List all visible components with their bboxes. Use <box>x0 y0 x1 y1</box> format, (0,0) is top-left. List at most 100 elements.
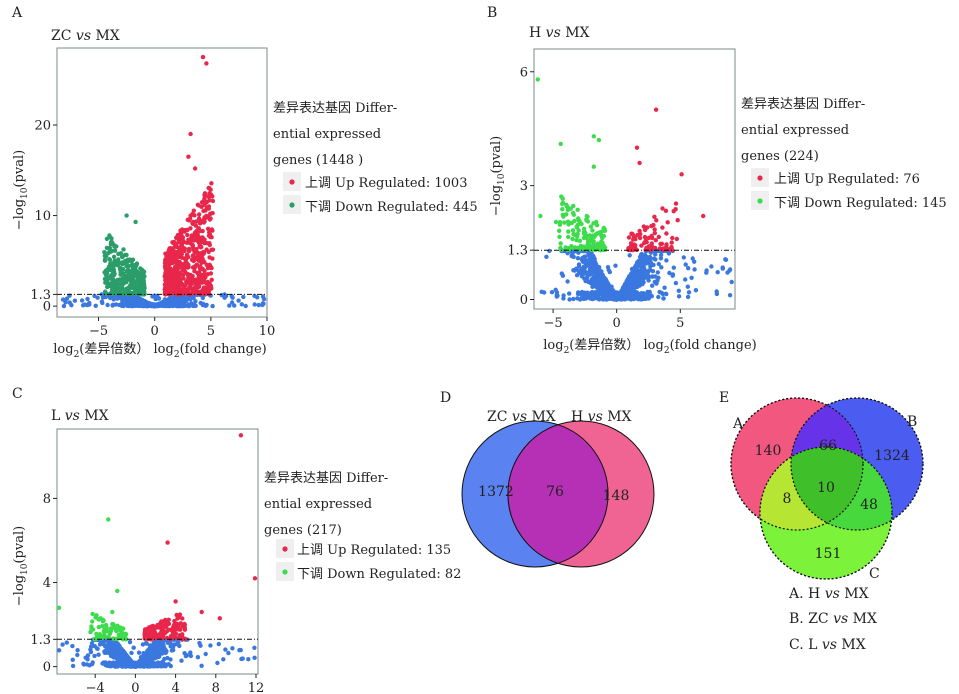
legend-b-title-2: ential expressed <box>741 123 849 138</box>
panel-b-point-ns <box>651 256 657 261</box>
panel-b-point-ns <box>561 293 566 298</box>
panel-a-point-ns <box>256 302 261 308</box>
panel-a-point-up <box>196 216 202 221</box>
panel-a-point-up <box>190 265 196 270</box>
panel-a-point-up <box>185 265 190 270</box>
panel-a-point-ns <box>174 301 179 306</box>
panel-a-point-ns <box>142 303 147 308</box>
panel-a-point-ns <box>140 300 145 305</box>
panel-b-point-ns <box>647 268 652 273</box>
panel-b-point-ns <box>653 252 658 257</box>
plot-area-a <box>56 47 268 318</box>
panel-a-point-ns <box>120 298 125 304</box>
panel-a-point-up <box>185 217 190 222</box>
points-b <box>535 77 734 302</box>
panel-c-title: L vs MX <box>51 408 109 424</box>
panel-b-point-down <box>591 164 596 169</box>
panel-a-point-ns <box>169 303 174 308</box>
panel-a-point-down <box>120 276 126 281</box>
panel-a-point-down <box>139 287 145 293</box>
panel-b-point-up <box>644 245 649 250</box>
panel-b-point-ns <box>580 296 585 301</box>
panel-a-point-down <box>123 291 128 296</box>
panel-a-point-down <box>121 247 126 252</box>
panel-b-point-ns <box>659 290 664 295</box>
panel-b-point-up <box>637 228 642 234</box>
panel-b-point-ns <box>639 269 644 275</box>
panel-a-point-up <box>175 250 181 255</box>
panel-a-point-ns <box>241 294 246 300</box>
panel-a-point-up <box>206 185 211 191</box>
panel-b-point-down <box>571 231 576 237</box>
panel-a-point-up <box>191 247 196 252</box>
panel-a-point-up <box>188 241 193 246</box>
panel-b-point-down <box>577 238 583 243</box>
panel-a-point-down <box>134 261 140 266</box>
panel-b-point-up <box>665 220 670 225</box>
panel-a-point-up <box>207 232 213 237</box>
panel-b-point-down <box>565 219 571 224</box>
panel-b-point-ns <box>579 292 584 297</box>
panel-a-point-down <box>128 258 133 263</box>
panel-b-point-ns <box>714 289 719 294</box>
panel-a-point-ns <box>120 303 126 309</box>
panel-a-point-ns <box>229 300 235 305</box>
panel-b-point-ns <box>729 279 734 285</box>
panel-b-point-ns <box>587 280 593 285</box>
panel-a-point-ns <box>93 303 98 308</box>
panel-b-point-down <box>560 207 565 212</box>
panel-a-point-up <box>207 255 212 260</box>
panel-a-point-ns <box>198 300 203 306</box>
panel-b-point-up <box>649 233 654 239</box>
panel-b-point-ns <box>685 284 690 289</box>
panel-b-ytick-label: 0 <box>520 293 528 308</box>
panel-b-point-ns <box>616 295 621 301</box>
panel-a-point-up <box>202 215 207 220</box>
legend-b-key-up <box>757 175 763 181</box>
panel-b-point-up <box>634 145 640 150</box>
panel-a-point-up <box>194 232 200 237</box>
panel-b-point-down <box>565 247 571 252</box>
legend-b: 差异表达基因 Differ- ential expressed genes (2… <box>741 97 947 211</box>
panel-b-point-ns <box>637 281 642 286</box>
panel-a-point-up <box>185 271 190 277</box>
panel-b-point-ns <box>590 284 595 289</box>
panel-a-point-up <box>201 285 207 290</box>
panel-a-point-down <box>140 272 145 277</box>
panel-b-point-down <box>584 233 590 238</box>
panel-a-point-down <box>111 271 117 277</box>
panel-b-point-up <box>652 227 657 232</box>
panel-b-point-ns <box>611 292 616 297</box>
panel-b-point-up <box>643 238 648 243</box>
panel-b-point-ns <box>658 256 664 261</box>
panel-a-point-ns <box>125 297 130 303</box>
panel-b-point-ns <box>592 256 597 262</box>
panel-a-point-ns <box>60 297 66 302</box>
panel-a-point-up <box>196 240 202 245</box>
panel-a-point-down <box>111 254 117 259</box>
panel-a-point-up <box>201 208 206 214</box>
panel-a-point-up <box>170 288 176 293</box>
panel-a-point-ns <box>148 301 153 306</box>
panel-b-point-up <box>657 246 663 251</box>
panel-b-point-up <box>675 218 680 223</box>
panel-b-point-ns <box>686 266 691 271</box>
panel-b-point-up <box>642 227 648 233</box>
panel-a-point-up <box>201 250 207 255</box>
panel-a-point-ns <box>87 302 92 307</box>
panel-a-point-down <box>110 281 116 287</box>
panel-b-point-ns <box>658 252 664 258</box>
panel-b-point-ns <box>609 284 614 289</box>
panel-a-point-down <box>120 254 125 260</box>
panel-a-point-up <box>194 249 199 255</box>
panel-a-point-up <box>177 277 183 282</box>
panel-b-point-ns <box>596 286 601 292</box>
panel-a-point-up <box>205 288 210 293</box>
panel-b-point-ns <box>634 266 639 271</box>
panel-b-point-ns <box>639 251 644 257</box>
panel-a-point-up <box>204 262 209 268</box>
panel-a-point-up <box>191 208 196 213</box>
panel-b-point-ns <box>655 270 660 275</box>
panel-b-point-ns <box>594 278 599 284</box>
panel-b-point-down <box>588 224 594 229</box>
